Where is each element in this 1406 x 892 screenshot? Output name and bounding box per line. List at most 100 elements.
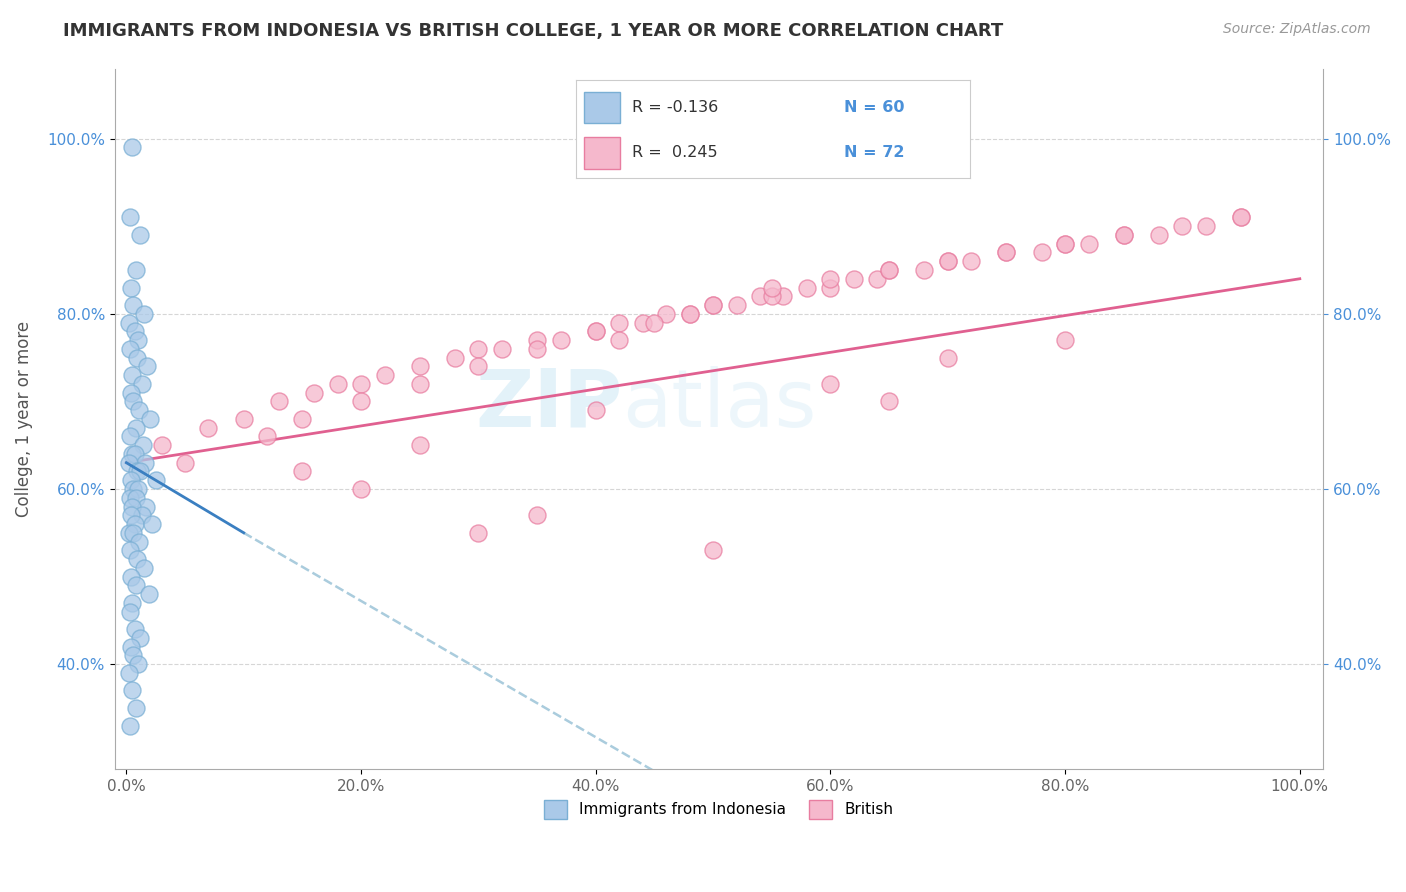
Point — [132, 307, 155, 321]
Point — [118, 665, 141, 680]
Point — [585, 324, 607, 338]
Point — [326, 376, 349, 391]
Point — [772, 289, 794, 303]
Point — [467, 359, 489, 374]
Point — [129, 631, 152, 645]
Point — [129, 227, 152, 242]
Point — [132, 561, 155, 575]
Point — [820, 280, 842, 294]
Point — [877, 263, 900, 277]
Point — [141, 516, 163, 531]
Point — [877, 394, 900, 409]
Point — [120, 569, 142, 583]
Point — [912, 263, 935, 277]
Point — [256, 429, 278, 443]
FancyBboxPatch shape — [585, 92, 620, 123]
Point — [702, 543, 724, 558]
Point — [128, 403, 150, 417]
Point — [550, 333, 572, 347]
Point — [409, 359, 432, 374]
Point — [174, 456, 197, 470]
Point — [118, 342, 141, 356]
Point — [678, 307, 700, 321]
Point — [120, 640, 142, 654]
Y-axis label: College, 1 year or more: College, 1 year or more — [15, 321, 32, 517]
Point — [291, 412, 314, 426]
Point — [136, 359, 159, 374]
Point — [725, 298, 748, 312]
Point — [936, 351, 959, 365]
Point — [125, 701, 148, 715]
Point — [1112, 227, 1135, 242]
Point — [121, 447, 143, 461]
Point — [302, 385, 325, 400]
Point — [1054, 333, 1077, 347]
Point — [135, 500, 157, 514]
Point — [1054, 236, 1077, 251]
Point — [120, 280, 142, 294]
Point — [128, 534, 150, 549]
Point — [1054, 236, 1077, 251]
Point — [124, 447, 146, 461]
Point — [467, 525, 489, 540]
Point — [842, 272, 865, 286]
Point — [120, 473, 142, 487]
Text: ZIP: ZIP — [475, 366, 623, 444]
Point — [121, 368, 143, 383]
Point — [121, 683, 143, 698]
Point — [936, 254, 959, 268]
Point — [118, 718, 141, 732]
Point — [129, 465, 152, 479]
Point — [124, 622, 146, 636]
Point — [125, 263, 148, 277]
Text: IMMIGRANTS FROM INDONESIA VS BRITISH COLLEGE, 1 YEAR OR MORE CORRELATION CHART: IMMIGRANTS FROM INDONESIA VS BRITISH COL… — [63, 22, 1004, 40]
Point — [526, 508, 548, 523]
Point — [350, 482, 373, 496]
Point — [409, 438, 432, 452]
Point — [121, 596, 143, 610]
Point — [643, 316, 665, 330]
Point — [132, 438, 155, 452]
Point — [444, 351, 467, 365]
FancyBboxPatch shape — [585, 137, 620, 169]
Point — [118, 543, 141, 558]
Point — [866, 272, 889, 286]
Point — [125, 578, 148, 592]
Point — [796, 280, 818, 294]
Point — [877, 263, 900, 277]
Point — [120, 508, 142, 523]
Point — [678, 307, 700, 321]
Point — [139, 412, 162, 426]
Point — [1112, 227, 1135, 242]
Text: R = -0.136: R = -0.136 — [631, 100, 718, 115]
Point — [125, 351, 148, 365]
Point — [995, 245, 1018, 260]
Text: R =  0.245: R = 0.245 — [631, 145, 717, 161]
Point — [121, 140, 143, 154]
Point — [607, 333, 630, 347]
Point — [702, 298, 724, 312]
Point — [702, 298, 724, 312]
Point — [526, 333, 548, 347]
Point — [1230, 211, 1253, 225]
Point — [131, 376, 153, 391]
Text: atlas: atlas — [623, 366, 817, 444]
Point — [118, 605, 141, 619]
Point — [1171, 219, 1194, 234]
Point — [350, 376, 373, 391]
Point — [232, 412, 254, 426]
Point — [121, 500, 143, 514]
Point — [127, 657, 149, 672]
Point — [131, 508, 153, 523]
Point — [607, 316, 630, 330]
Point — [409, 376, 432, 391]
Point — [820, 272, 842, 286]
Point — [1230, 211, 1253, 225]
Point — [145, 473, 167, 487]
Point — [761, 289, 783, 303]
Point — [124, 324, 146, 338]
Point — [526, 342, 548, 356]
Point — [749, 289, 772, 303]
Point — [122, 298, 145, 312]
Point — [118, 456, 141, 470]
